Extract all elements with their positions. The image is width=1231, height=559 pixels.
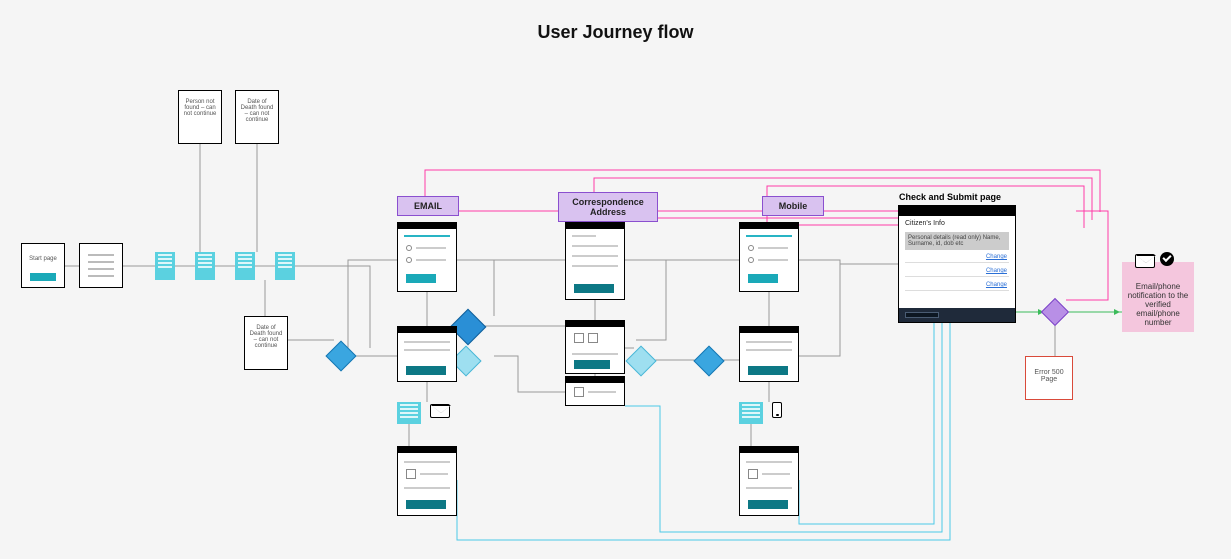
screen-preview xyxy=(397,222,457,292)
start-screen: Start page xyxy=(21,243,65,288)
check-submit-panel: Check and Submit pageCitizen's InfoPerso… xyxy=(898,205,1016,323)
section-label: EMAIL xyxy=(397,196,459,216)
screen-preview xyxy=(397,446,457,516)
change-link[interactable]: Change xyxy=(986,282,1007,288)
page-title: User Journey flow xyxy=(0,22,1231,43)
screen-preview xyxy=(739,446,799,516)
flow-canvas: User Journey flow Start page Person not f… xyxy=(0,0,1231,559)
screen-preview xyxy=(565,376,625,406)
mail-icon xyxy=(1135,254,1155,268)
decision-diamond xyxy=(625,345,656,376)
change-link[interactable]: Change xyxy=(986,254,1007,260)
notification-note: Email/phone notification to the verified… xyxy=(1122,262,1194,332)
section-label: Mobile xyxy=(762,196,824,216)
screen-preview xyxy=(397,326,457,382)
list-screen xyxy=(79,243,123,288)
change-link[interactable]: Change xyxy=(986,268,1007,274)
screen-preview xyxy=(739,326,799,382)
teal-note xyxy=(397,402,421,424)
decision-diamond xyxy=(1041,298,1069,326)
check-icon xyxy=(1160,252,1174,266)
decision-diamond xyxy=(325,340,356,371)
teal-note xyxy=(235,252,255,280)
teal-note xyxy=(155,252,175,280)
note-box: Date of Death found – can not continue xyxy=(235,90,279,144)
teal-note xyxy=(195,252,215,280)
teal-note xyxy=(275,252,295,280)
screen-preview xyxy=(565,320,625,374)
phone-icon xyxy=(772,402,782,418)
note-box: Person not found – can not continue xyxy=(178,90,222,144)
section-label: Correspondence Address xyxy=(558,192,658,222)
teal-note xyxy=(739,402,763,424)
screen-preview xyxy=(739,222,799,292)
screen-preview xyxy=(565,222,625,300)
decision-diamond xyxy=(693,345,724,376)
mail-icon xyxy=(430,404,450,418)
note-box: Date of Death found – can not continue xyxy=(244,316,288,370)
error-page-box: Error 500 Page xyxy=(1025,356,1073,400)
